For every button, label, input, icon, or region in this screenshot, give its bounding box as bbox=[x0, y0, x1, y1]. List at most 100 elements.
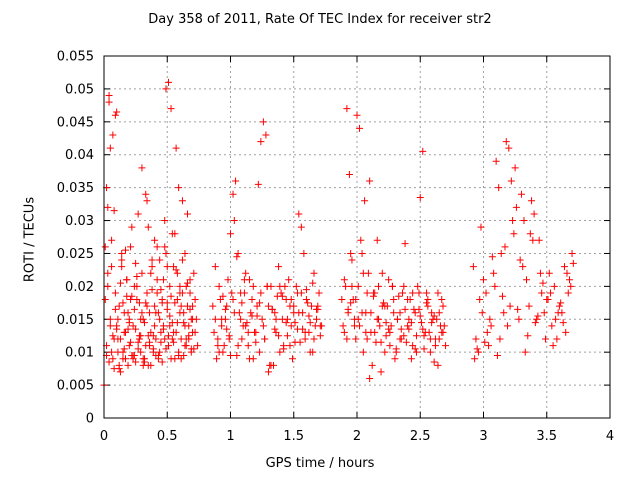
data-point bbox=[377, 338, 385, 346]
data-point bbox=[113, 108, 121, 116]
x-tick-label: 4 bbox=[606, 429, 614, 444]
data-point bbox=[283, 315, 291, 323]
data-point bbox=[481, 338, 489, 346]
data-point bbox=[435, 309, 443, 317]
data-point bbox=[420, 332, 428, 340]
data-point bbox=[415, 305, 423, 313]
data-point bbox=[168, 319, 176, 327]
data-point bbox=[143, 197, 151, 205]
data-point bbox=[257, 289, 265, 297]
data-point bbox=[159, 276, 167, 284]
data-point bbox=[509, 217, 517, 225]
data-point bbox=[392, 348, 400, 356]
data-point bbox=[244, 328, 252, 336]
data-point bbox=[517, 190, 525, 198]
data-point bbox=[524, 332, 532, 340]
data-point bbox=[172, 144, 180, 152]
data-point bbox=[151, 302, 159, 310]
data-point bbox=[382, 332, 390, 340]
data-point bbox=[424, 296, 432, 304]
data-point bbox=[361, 197, 369, 205]
data-point bbox=[130, 305, 138, 313]
data-point bbox=[567, 282, 575, 290]
data-point bbox=[388, 282, 396, 290]
data-point bbox=[230, 217, 238, 225]
data-point bbox=[223, 302, 231, 310]
data-point bbox=[114, 348, 122, 356]
y-tick-label: 0.055 bbox=[57, 50, 94, 65]
data-point bbox=[490, 269, 498, 277]
data-point bbox=[163, 305, 171, 313]
data-point bbox=[511, 164, 519, 172]
y-tick-label: 0.025 bbox=[57, 247, 94, 262]
data-point bbox=[109, 355, 117, 363]
data-point bbox=[488, 253, 496, 261]
data-point bbox=[173, 269, 181, 277]
data-point bbox=[247, 309, 255, 317]
data-point bbox=[108, 348, 116, 356]
data-point bbox=[261, 335, 269, 343]
data-point bbox=[375, 282, 383, 290]
data-point bbox=[390, 309, 398, 317]
data-point bbox=[176, 309, 184, 317]
data-point bbox=[430, 358, 438, 366]
data-point bbox=[168, 335, 176, 343]
data-point bbox=[146, 309, 154, 317]
data-point bbox=[140, 358, 148, 366]
data-point bbox=[505, 144, 513, 152]
data-point bbox=[555, 302, 563, 310]
data-point bbox=[344, 309, 352, 317]
data-point bbox=[162, 345, 170, 353]
data-point bbox=[227, 351, 234, 359]
data-point bbox=[244, 342, 252, 350]
data-point bbox=[528, 197, 536, 205]
data-point bbox=[229, 190, 237, 198]
data-point bbox=[147, 269, 155, 277]
data-point bbox=[238, 299, 246, 307]
data-point bbox=[259, 322, 267, 330]
data-point bbox=[347, 249, 355, 257]
data-point bbox=[400, 332, 408, 340]
data-point bbox=[310, 335, 318, 343]
y-tick-label: 0.05 bbox=[65, 82, 94, 97]
data-point bbox=[189, 315, 197, 323]
data-point bbox=[215, 282, 223, 290]
data-point bbox=[187, 345, 195, 353]
data-point bbox=[369, 292, 377, 300]
data-point bbox=[305, 312, 313, 320]
data-point bbox=[234, 249, 242, 257]
data-point bbox=[144, 223, 152, 231]
data-point bbox=[116, 279, 124, 287]
data-point bbox=[138, 164, 146, 172]
data-point bbox=[395, 292, 403, 300]
data-point bbox=[134, 338, 142, 346]
data-point bbox=[529, 236, 537, 244]
data-point bbox=[153, 243, 161, 251]
data-point bbox=[347, 299, 355, 307]
data-point bbox=[404, 296, 412, 304]
data-point bbox=[415, 289, 423, 297]
data-point bbox=[539, 279, 547, 287]
data-point bbox=[520, 217, 528, 225]
data-point bbox=[178, 197, 186, 205]
data-point bbox=[167, 105, 175, 113]
data-point bbox=[210, 328, 218, 336]
data-point bbox=[243, 319, 251, 327]
data-point bbox=[393, 315, 401, 323]
data-point bbox=[472, 335, 480, 343]
data-point bbox=[213, 355, 221, 363]
data-point bbox=[271, 309, 279, 317]
data-point bbox=[496, 335, 504, 343]
data-point bbox=[183, 302, 191, 310]
data-point bbox=[356, 124, 364, 132]
x-tick-label: 1.5 bbox=[283, 429, 304, 444]
data-point bbox=[104, 282, 112, 290]
data-point bbox=[272, 315, 280, 323]
data-point bbox=[151, 322, 159, 330]
data-point bbox=[419, 325, 427, 333]
data-point bbox=[119, 355, 127, 363]
data-point bbox=[559, 319, 567, 327]
y-tick-label: 0.04 bbox=[65, 148, 94, 163]
data-point bbox=[152, 309, 160, 317]
data-point bbox=[442, 342, 450, 350]
